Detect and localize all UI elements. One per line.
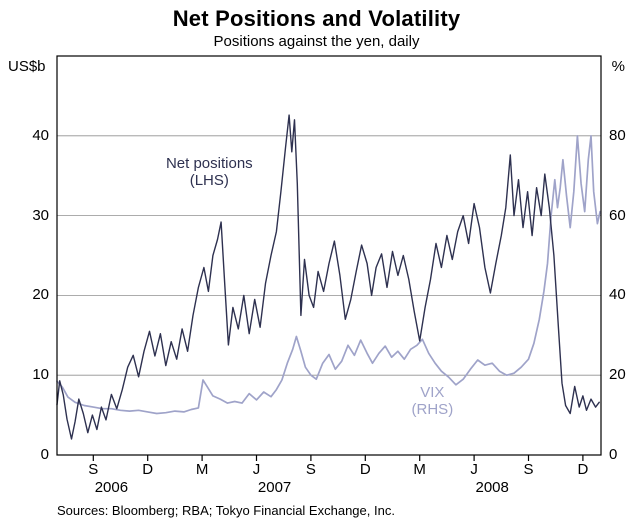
x-axis-tick-label: D bbox=[577, 461, 589, 478]
x-axis-year-label: 2008 bbox=[475, 479, 509, 496]
sources-note: Sources: Bloomberg; RBA; Tokyo Financial… bbox=[57, 503, 395, 518]
x-axis-tick-label: D bbox=[359, 461, 371, 478]
right-axis-tick-label: 0 bbox=[609, 446, 618, 463]
x-axis-tick-label: M bbox=[413, 461, 426, 478]
left-axis-tick-label: 30 bbox=[32, 206, 49, 224]
x-axis-year-label: 2007 bbox=[257, 479, 292, 496]
series-annotation-vix: VIX (RHS) bbox=[412, 384, 454, 418]
x-axis-tick-label: S bbox=[523, 461, 534, 478]
plot-frame bbox=[56, 55, 602, 456]
left-axis-unit-label: US$b bbox=[8, 58, 46, 75]
right-axis-tick-label: 80 bbox=[609, 126, 626, 144]
series-annotation-net_positions: Net positions (LHS) bbox=[166, 155, 253, 189]
x-axis-year-label: 2006 bbox=[94, 479, 129, 496]
x-axis-tick-label: S bbox=[305, 461, 316, 478]
x-axis-tick-label: J bbox=[252, 461, 261, 478]
x-axis-tick-label: S bbox=[88, 461, 99, 478]
right-axis-unit-label: % bbox=[611, 58, 625, 75]
series-annotation-line: VIX bbox=[420, 383, 445, 401]
left-axis-tick-label: 10 bbox=[32, 366, 49, 384]
right-axis-tick-label: 40 bbox=[609, 286, 626, 304]
left-axis-tick-label: 40 bbox=[32, 126, 49, 144]
series-line-net_positions bbox=[56, 114, 600, 440]
right-axis-tick-label: 60 bbox=[609, 206, 626, 224]
x-axis-tick-label: M bbox=[195, 461, 209, 478]
series-annotation-line: (LHS) bbox=[189, 171, 229, 189]
x-axis-tick-label: J bbox=[470, 461, 478, 478]
left-axis-tick-label: 20 bbox=[32, 286, 49, 304]
series-annotation-line: Net positions bbox=[165, 154, 253, 172]
series-annotation-line: (RHS) bbox=[411, 400, 454, 418]
chart-title: Net Positions and Volatility bbox=[172, 6, 461, 31]
chart-subtitle: Positions against the yen, daily bbox=[213, 33, 420, 50]
series-line-vix bbox=[56, 134, 601, 415]
right-axis-tick-label: 20 bbox=[609, 366, 626, 384]
x-axis-tick-label: D bbox=[142, 461, 154, 478]
left-axis-tick-label: 0 bbox=[40, 446, 49, 463]
